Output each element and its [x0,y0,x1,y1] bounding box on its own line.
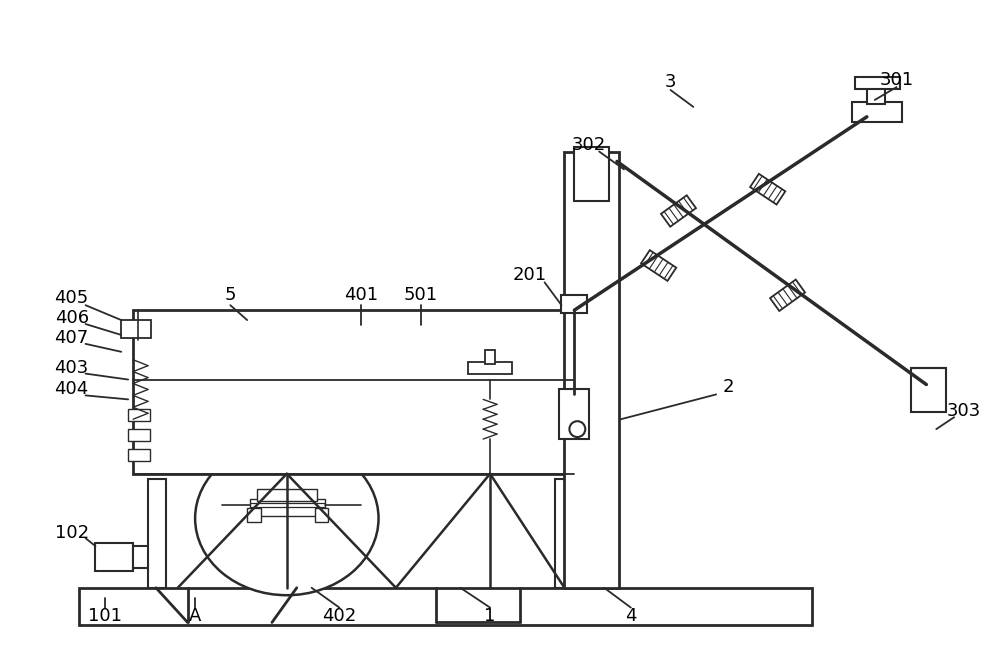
Bar [561,295,587,313]
Bar [121,320,151,338]
Bar [250,498,325,516]
Polygon shape [661,195,696,227]
Text: 102: 102 [55,524,89,542]
Text: 4: 4 [625,607,637,624]
Bar [485,350,495,364]
Bar [133,546,163,568]
Text: 5: 5 [225,286,236,305]
Text: 407: 407 [55,329,89,347]
Bar [247,508,261,522]
Text: 406: 406 [55,309,89,327]
Text: 402: 402 [322,607,356,624]
Circle shape [569,421,585,437]
Bar [95,543,133,571]
Text: A: A [188,607,201,624]
Bar [128,429,150,441]
Bar [574,147,609,201]
Bar [128,409,150,421]
Polygon shape [770,280,805,311]
Text: 201: 201 [513,267,547,284]
Bar [148,479,166,588]
Bar [559,390,589,439]
Bar [468,362,512,373]
Bar [855,77,900,89]
Text: 303: 303 [947,402,981,421]
Polygon shape [750,174,785,204]
Text: 405: 405 [55,290,89,307]
Text: 404: 404 [55,381,89,398]
Bar [257,489,317,500]
Text: 401: 401 [344,286,378,305]
Text: 403: 403 [55,359,89,377]
Polygon shape [641,250,676,281]
Text: 302: 302 [572,136,606,153]
Text: 501: 501 [404,286,438,305]
Text: 101: 101 [88,607,122,624]
Text: 2: 2 [722,379,734,396]
Bar [911,367,946,412]
Text: 3: 3 [665,73,676,91]
Bar [128,449,150,461]
Bar [867,84,885,104]
Bar [315,508,328,522]
Bar [133,310,574,474]
Text: 301: 301 [880,71,914,89]
Bar [555,479,572,588]
Bar [79,588,812,626]
Bar [852,102,902,122]
Text: 1: 1 [484,607,496,624]
Ellipse shape [195,441,379,595]
Bar [564,151,619,588]
